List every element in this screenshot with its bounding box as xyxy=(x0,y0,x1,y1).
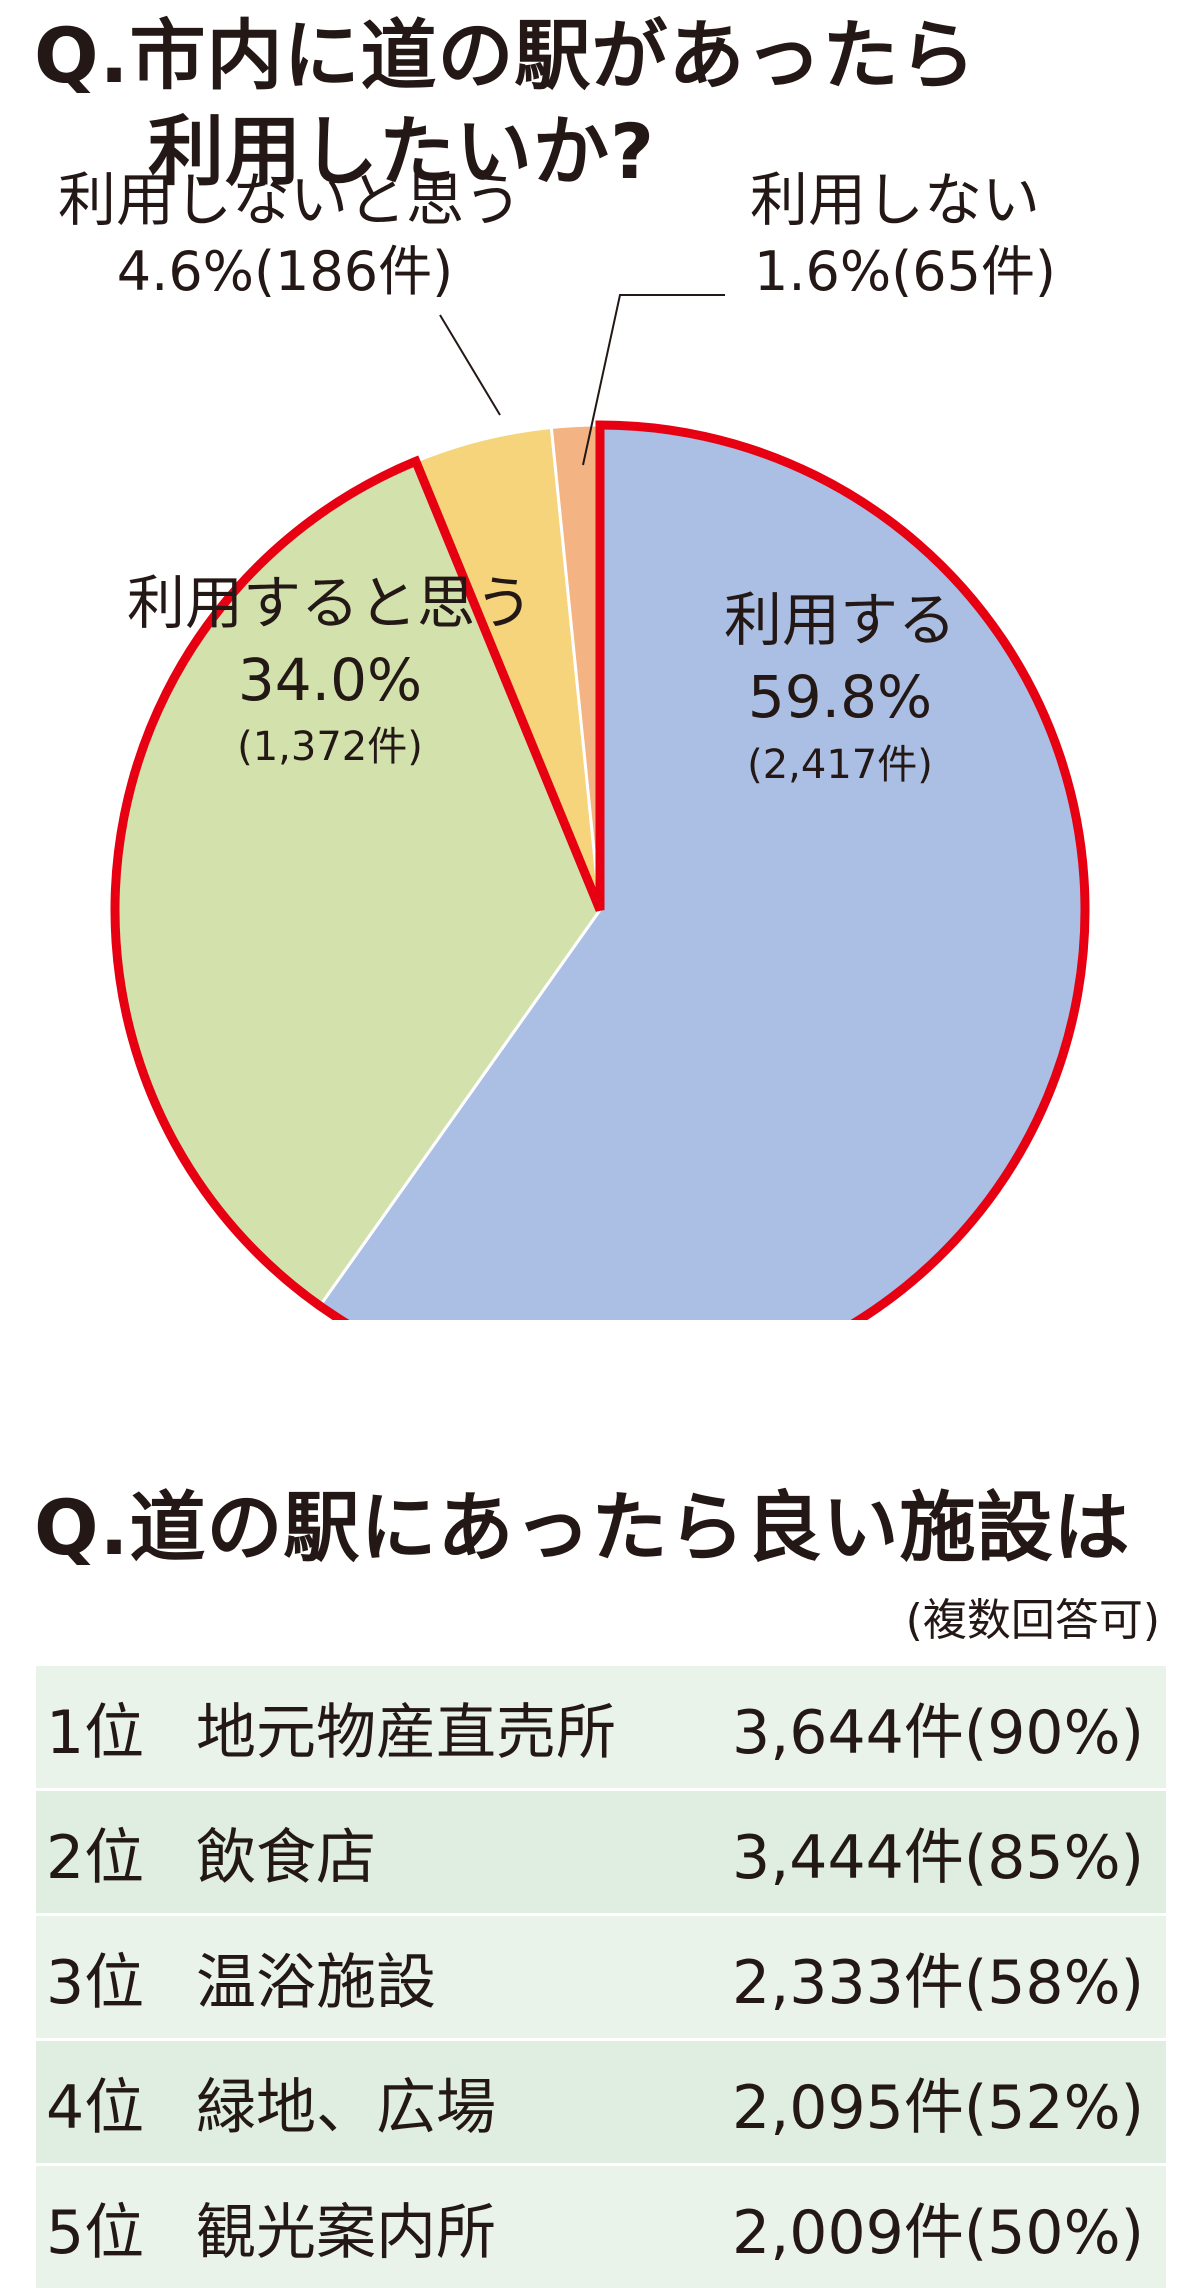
facility-name: 観光案内所 xyxy=(196,2197,496,2268)
facility-name: 緑地、広場 xyxy=(196,2072,496,2143)
data-label-percent: 59.8% xyxy=(748,663,932,731)
data-label-category: 利用しないと思う xyxy=(58,166,522,234)
response-count: 3,444件(85%) xyxy=(732,1822,1144,1893)
facility-name: 温浴施設 xyxy=(196,1947,436,2018)
response-count: 2,095件(52%) xyxy=(732,2072,1144,2143)
question-1-title-line-2: 利用したいか? xyxy=(148,107,656,196)
response-count: 2,333件(58%) xyxy=(732,1947,1144,2018)
data-label-category: 利用する xyxy=(724,586,956,654)
rank-label: 5位 xyxy=(46,2197,145,2268)
multiple-answer-note: (複数回答可) xyxy=(905,1595,1160,1646)
rank-label: 1位 xyxy=(46,1697,145,1768)
table-row: 1位 地元物産直売所 3,644件(90%) xyxy=(36,1666,1166,1788)
pie-highlight-outline xyxy=(110,420,1090,1320)
data-label-percent-count: 1.6%(65件) xyxy=(754,240,1056,303)
data-label-category: 利用しない xyxy=(750,166,1040,234)
leader-line xyxy=(582,294,725,466)
response-count: 3,644件(90%) xyxy=(732,1697,1144,1768)
leader-line xyxy=(439,314,501,416)
rank-label: 4位 xyxy=(46,2072,145,2143)
table-row: 5位 観光案内所 2,009件(50%) xyxy=(36,2163,1166,2288)
table-row: 2位 飲食店 3,444件(85%) xyxy=(36,1788,1166,1913)
rank-label: 2位 xyxy=(46,1822,145,1893)
data-label-count: (2,417件) xyxy=(747,742,933,788)
data-label-percent: 34.0% xyxy=(238,646,422,714)
rank-label: 3位 xyxy=(46,1947,145,2018)
question-1-title-line-1: Q.市内に道の駅があったら xyxy=(34,11,977,100)
facility-name: 地元物産直売所 xyxy=(196,1697,616,1768)
data-label-percent-count: 4.6%(186件) xyxy=(117,240,453,303)
data-label-count: (1,372件) xyxy=(237,724,423,770)
usage-intent-pie-chart: 利用する 59.8% (2,417件) 利用すると思う 34.0% (1,372件) 利用し… xyxy=(58,166,1090,1320)
response-count: 2,009件(50%) xyxy=(732,2197,1144,2268)
facility-ranking-table: 1位 地元物産直売所 3,644件(90%) 2位 飲食店 3,444件(85%… xyxy=(36,1666,1166,2288)
data-label-category: 利用すると思う xyxy=(127,569,533,637)
table-row: 3位 温浴施設 2,333件(58%) xyxy=(36,1913,1166,2038)
facility-name: 飲食店 xyxy=(196,1822,376,1893)
table-row: 4位 緑地、広場 2,095件(52%) xyxy=(36,2038,1166,2163)
question-2-title: Q.道の駅にあったら良い施設は xyxy=(34,1483,1131,1572)
